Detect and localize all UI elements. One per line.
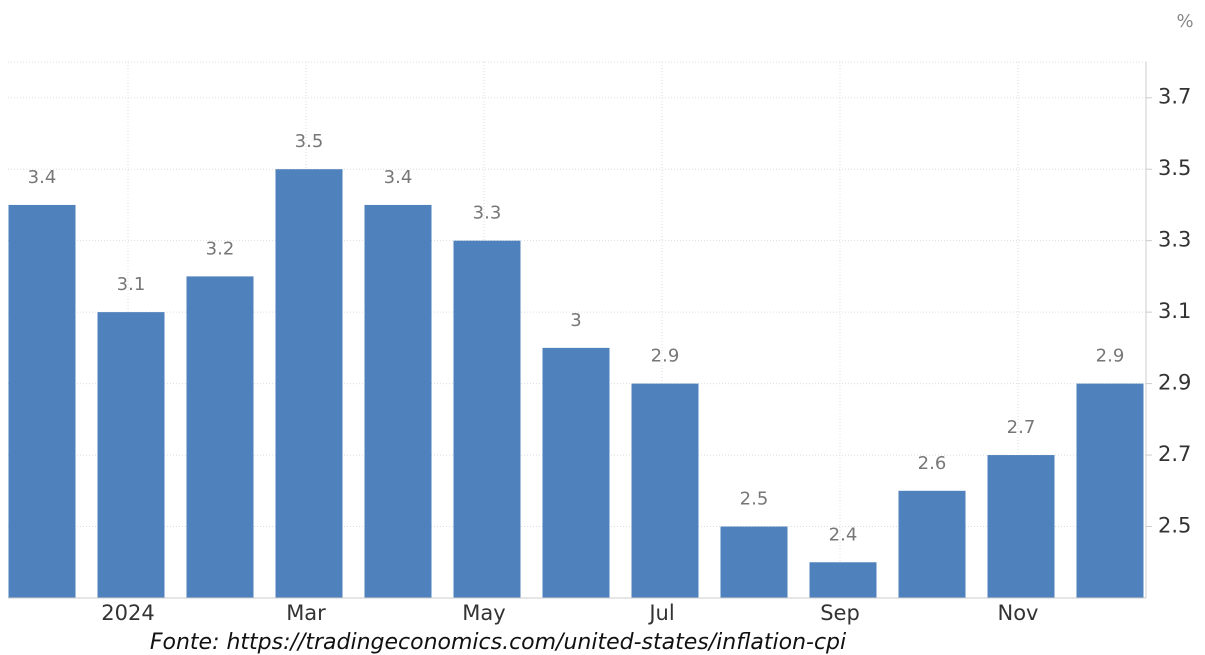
source-caption: Fonte: https://tradingeconomics.com/unit… bbox=[150, 630, 846, 655]
data-label: 2.6 bbox=[918, 453, 947, 474]
x-tick-label: 2024 bbox=[101, 601, 154, 625]
data-label: 2.5 bbox=[740, 489, 769, 510]
data-label: 3.4 bbox=[384, 167, 413, 188]
data-label: 2.9 bbox=[651, 346, 680, 367]
data-label: 2.7 bbox=[1007, 417, 1036, 438]
y-tick-label: 3.5 bbox=[1158, 156, 1191, 180]
unit-label: % bbox=[1176, 11, 1193, 32]
y-tick-label: 3.1 bbox=[1158, 299, 1191, 323]
bar bbox=[453, 240, 521, 598]
y-tick-label: 2.5 bbox=[1158, 514, 1191, 538]
bar bbox=[987, 455, 1055, 598]
bar bbox=[364, 204, 432, 598]
y-tick-label: 3.3 bbox=[1158, 228, 1191, 252]
data-label: 3.3 bbox=[473, 203, 502, 224]
data-label: 3.1 bbox=[117, 274, 146, 295]
data-label: 3.5 bbox=[295, 131, 324, 152]
bar bbox=[275, 169, 343, 598]
bar bbox=[8, 204, 76, 598]
bar bbox=[186, 276, 254, 598]
y-tick-label: 2.9 bbox=[1158, 371, 1191, 395]
x-tick-label: Mar bbox=[286, 601, 326, 625]
x-tick-label: Sep bbox=[820, 601, 860, 625]
y-tick-label: 3.7 bbox=[1158, 85, 1191, 109]
bar bbox=[898, 490, 966, 598]
bar bbox=[809, 562, 877, 598]
bar bbox=[1076, 383, 1144, 598]
x-tick-label: May bbox=[462, 601, 505, 625]
bar bbox=[720, 526, 788, 598]
bar bbox=[542, 347, 610, 598]
data-label: 2.9 bbox=[1096, 346, 1125, 367]
data-label: 3.4 bbox=[28, 167, 57, 188]
bar bbox=[631, 383, 699, 598]
data-label: 3 bbox=[570, 310, 581, 331]
x-tick-label: Jul bbox=[647, 601, 674, 625]
y-tick-label: 2.7 bbox=[1158, 442, 1191, 466]
bar bbox=[97, 312, 165, 598]
x-tick-label: Nov bbox=[998, 601, 1039, 625]
data-label: 3.2 bbox=[206, 238, 235, 259]
data-label: 2.4 bbox=[829, 524, 858, 545]
